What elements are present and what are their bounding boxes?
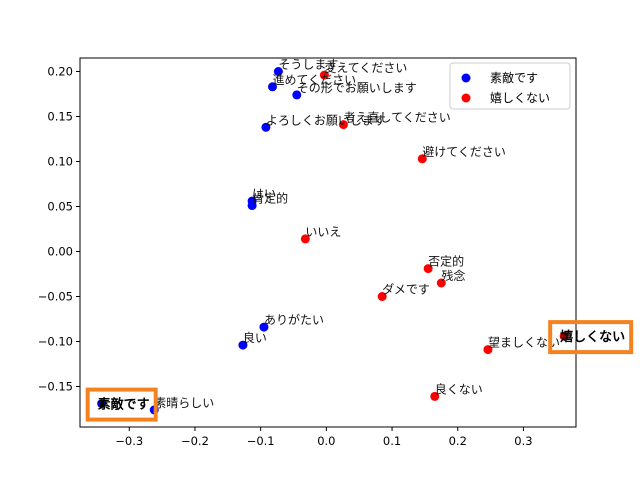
point-labels: そうします進めてくださいその形でお願いしますよろしくお願いしますはい肯定的ありが… <box>154 58 560 410</box>
legend-label: 素敵です <box>490 70 538 85</box>
legend-box <box>449 62 571 110</box>
data-points <box>97 67 569 415</box>
highlight-label: 嬉しくない <box>560 329 625 345</box>
point-label: 避けてください <box>422 145 506 159</box>
scatter-point <box>338 120 348 130</box>
point-label: 素晴らしい <box>154 396 214 410</box>
point-label: 残念 <box>441 268 465 283</box>
legend-marker <box>461 73 471 83</box>
x-tick-label: 0.3 <box>514 434 532 448</box>
highlight-label: 素敵です <box>98 397 150 413</box>
legend-label: 嬉しくない <box>490 91 550 105</box>
highlight-box <box>85 387 158 422</box>
y-tick-label: −0.05 <box>38 290 73 304</box>
scatter-point <box>292 90 302 100</box>
highlight-box <box>548 320 634 355</box>
x-tick-label: −0.3 <box>115 434 143 448</box>
x-tick-label: −0.1 <box>247 434 275 448</box>
point-label: ありがたい <box>264 312 324 327</box>
scatter-point <box>261 122 271 132</box>
point-label: その形でお願いします <box>297 81 417 95</box>
point-label: 進めてください <box>272 73 356 87</box>
y-tick-label: 0.05 <box>47 200 73 214</box>
y-tick-label: 0.20 <box>47 65 73 79</box>
point-label: よろしくお願いします <box>266 113 386 127</box>
point-label: 肯定的 <box>252 191 288 206</box>
x-tick-label: 0.2 <box>449 434 467 448</box>
scatter-point <box>377 292 387 301</box>
point-label: 望ましくない <box>488 336 560 350</box>
scatter-point <box>300 234 310 244</box>
scatter-point <box>247 201 257 211</box>
y-tick-label: −0.15 <box>38 380 73 394</box>
point-label: ダメです <box>382 282 430 297</box>
point-label: いいえ <box>305 225 341 239</box>
point-label: 良くない <box>435 381 483 396</box>
scatter-point <box>483 345 493 355</box>
point-label: 良い <box>243 330 267 345</box>
x-tick-label: 0.1 <box>383 434 401 448</box>
y-tick-label: 0.10 <box>47 155 73 169</box>
scatter-point <box>97 399 107 409</box>
plot-area <box>79 57 577 428</box>
scatter-point <box>267 82 277 92</box>
point-label: そうします <box>278 58 338 72</box>
point-label: はい <box>252 187 276 201</box>
x-axis: −0.3 −0.2 −0.1 0.0 0.1 0.2 0.3 <box>115 427 533 448</box>
scatter-point <box>319 70 329 80</box>
scatter-point <box>430 391 440 401</box>
y-tick-label: 0.15 <box>47 110 73 124</box>
x-tick-label: −0.2 <box>181 434 209 448</box>
scatter-point <box>417 154 427 164</box>
y-tick-label: 0.00 <box>47 245 73 259</box>
point-label: 変えてください <box>324 60 407 75</box>
scatter-point <box>423 264 433 274</box>
scatter-point <box>273 67 283 76</box>
scatter-point <box>436 278 446 288</box>
point-label: 否定的 <box>428 254 464 269</box>
scatter-point <box>238 340 248 350</box>
scatter-point <box>259 322 269 332</box>
y-axis: −0.15 −0.10 −0.05 0.00 0.05 0.10 0.15 0.20 <box>38 65 80 394</box>
highlight-callouts: 素敵です 嬉しくない <box>85 320 634 422</box>
scatter-point <box>559 331 569 341</box>
legend-marker <box>461 93 471 103</box>
x-tick-label: 0.0 <box>317 434 335 448</box>
point-label: 考え直してください <box>343 111 450 125</box>
y-tick-label: −0.10 <box>38 335 73 349</box>
